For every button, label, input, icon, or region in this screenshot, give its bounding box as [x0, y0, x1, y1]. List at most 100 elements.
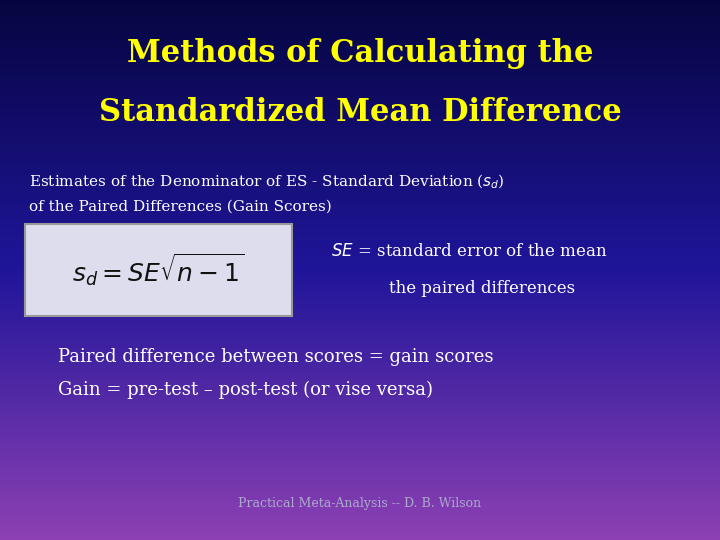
Bar: [0, 321, 720, 324]
Bar: [0, 32, 720, 35]
Bar: [0, 178, 720, 181]
Bar: [0, 146, 720, 148]
Bar: [0, 256, 720, 259]
Text: $s_d = SE\sqrt{n-1}$: $s_d = SE\sqrt{n-1}$: [72, 252, 245, 288]
Bar: [0, 535, 720, 537]
Bar: [0, 200, 720, 202]
Text: the paired differences: the paired differences: [389, 280, 575, 298]
Bar: [0, 275, 720, 278]
Bar: [0, 316, 720, 319]
Bar: [0, 456, 720, 459]
Bar: [0, 313, 720, 316]
Bar: [0, 489, 720, 491]
Bar: [0, 159, 720, 162]
Bar: [0, 259, 720, 262]
Bar: [0, 8, 720, 11]
Bar: [0, 427, 720, 429]
Bar: [0, 392, 720, 394]
Bar: [0, 251, 720, 254]
Text: Standardized Mean Difference: Standardized Mean Difference: [99, 97, 621, 128]
Bar: [0, 521, 720, 524]
Bar: [0, 472, 720, 475]
Bar: [0, 273, 720, 275]
Bar: [0, 78, 720, 81]
Bar: [0, 211, 720, 213]
Bar: [0, 38, 720, 40]
Bar: [0, 189, 720, 192]
Bar: [0, 446, 720, 448]
Bar: [0, 202, 720, 205]
Text: Methods of Calculating the: Methods of Calculating the: [127, 38, 593, 69]
Bar: [0, 351, 720, 354]
Bar: [0, 526, 720, 529]
Bar: [0, 300, 720, 302]
Bar: [0, 57, 720, 59]
Bar: [0, 505, 720, 508]
Bar: [0, 356, 720, 359]
Bar: [0, 394, 720, 397]
Bar: [0, 324, 720, 327]
Bar: [0, 305, 720, 308]
Bar: [0, 416, 720, 418]
Text: Practical Meta-Analysis -- D. B. Wilson: Practical Meta-Analysis -- D. B. Wilson: [238, 497, 482, 510]
Bar: [0, 400, 720, 402]
Bar: [0, 138, 720, 140]
Bar: [0, 443, 720, 445]
Bar: [0, 500, 720, 502]
Bar: [0, 208, 720, 211]
Text: Paired difference between scores = gain scores: Paired difference between scores = gain …: [58, 348, 493, 366]
Bar: [0, 289, 720, 292]
Bar: [0, 197, 720, 200]
Bar: [0, 89, 720, 92]
Bar: [0, 140, 720, 143]
Bar: [0, 184, 720, 186]
Bar: [0, 532, 720, 535]
Bar: [0, 502, 720, 505]
Text: Estimates of the Denominator of ES - Standard Deviation ($s_d$): Estimates of the Denominator of ES - Sta…: [29, 173, 505, 191]
Bar: [0, 68, 720, 70]
Bar: [0, 154, 720, 157]
Bar: [0, 43, 720, 46]
Bar: [0, 397, 720, 400]
Bar: [0, 508, 720, 510]
Bar: [0, 49, 720, 51]
Bar: [0, 165, 720, 167]
Bar: [0, 284, 720, 286]
Bar: [0, 24, 720, 27]
Bar: [0, 92, 720, 94]
Bar: [0, 281, 720, 284]
Bar: [0, 143, 720, 146]
Bar: [0, 467, 720, 470]
Bar: [0, 297, 720, 300]
Bar: [0, 122, 720, 124]
Bar: [0, 332, 720, 335]
Bar: [0, 340, 720, 343]
Bar: [0, 19, 720, 22]
Bar: [0, 308, 720, 310]
Bar: [0, 432, 720, 435]
Bar: [0, 205, 720, 208]
Bar: [0, 235, 720, 238]
Bar: [0, 219, 720, 221]
Bar: [0, 286, 720, 289]
Bar: [0, 59, 720, 62]
Bar: [0, 246, 720, 248]
Bar: [0, 232, 720, 235]
Bar: [0, 116, 720, 119]
Bar: [0, 373, 720, 375]
FancyBboxPatch shape: [25, 224, 292, 316]
Bar: [0, 424, 720, 427]
Bar: [0, 529, 720, 532]
Bar: [0, 362, 720, 364]
Bar: [0, 127, 720, 130]
Bar: [0, 267, 720, 270]
Bar: [0, 3, 720, 5]
Bar: [0, 518, 720, 521]
Bar: [0, 124, 720, 127]
Bar: [0, 364, 720, 367]
Bar: [0, 16, 720, 19]
Bar: [0, 338, 720, 340]
Bar: [0, 27, 720, 30]
Text: $SE$ = standard error of the mean: $SE$ = standard error of the mean: [331, 242, 608, 260]
Bar: [0, 497, 720, 500]
